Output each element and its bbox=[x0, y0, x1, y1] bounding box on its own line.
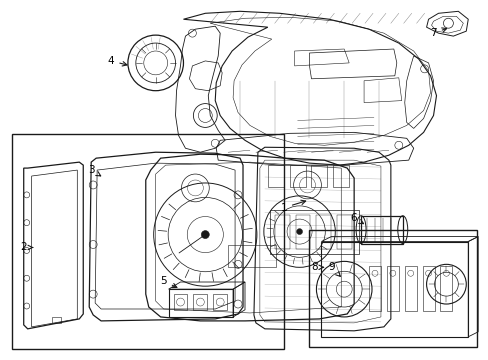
Bar bbox=[173, 294, 187, 310]
Bar bbox=[321, 242, 468, 337]
Bar bbox=[269, 210, 358, 255]
Bar bbox=[295, 215, 310, 249]
Text: 6: 6 bbox=[349, 213, 363, 224]
Bar bbox=[309, 230, 476, 347]
Circle shape bbox=[296, 229, 302, 235]
Text: 8: 8 bbox=[310, 262, 323, 272]
Bar bbox=[311, 165, 326, 187]
Bar bbox=[193, 294, 207, 310]
Bar bbox=[316, 215, 331, 249]
Bar bbox=[228, 246, 275, 267]
Text: 1: 1 bbox=[280, 200, 305, 213]
Bar bbox=[440, 266, 451, 311]
Bar bbox=[289, 165, 305, 187]
Text: 7: 7 bbox=[429, 28, 446, 38]
Bar bbox=[404, 266, 416, 311]
Bar bbox=[386, 266, 398, 311]
Bar bbox=[168, 289, 233, 317]
Text: 2: 2 bbox=[20, 243, 33, 252]
Bar bbox=[333, 165, 348, 187]
Bar bbox=[337, 215, 351, 249]
Bar bbox=[360, 216, 402, 243]
Bar bbox=[213, 294, 226, 310]
Bar bbox=[368, 266, 380, 311]
Bar bbox=[274, 215, 289, 249]
Text: 3: 3 bbox=[88, 165, 101, 176]
Text: 4: 4 bbox=[107, 56, 127, 66]
Text: 9: 9 bbox=[327, 262, 340, 276]
Circle shape bbox=[201, 231, 209, 239]
Text: 5: 5 bbox=[160, 276, 177, 288]
Bar bbox=[267, 165, 283, 187]
Bar bbox=[422, 266, 434, 311]
Bar bbox=[12, 134, 283, 349]
Bar bbox=[51, 317, 61, 323]
